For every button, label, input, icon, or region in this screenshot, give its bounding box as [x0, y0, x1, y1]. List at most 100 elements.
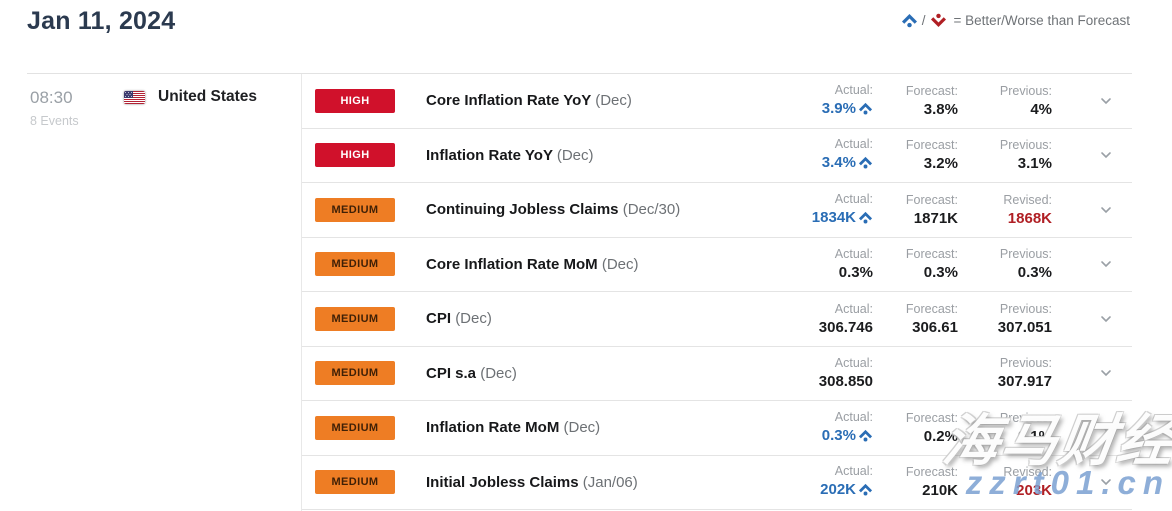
calendar-table: 08:30 8 Events — [27, 73, 1132, 511]
actual-value: 308.850 — [818, 373, 873, 391]
forecast-label: Forecast: — [905, 192, 958, 207]
actual-value: 3.4% — [753, 154, 873, 173]
forecast-value: 1871K — [913, 209, 958, 227]
event-period: (Dec) — [455, 310, 492, 328]
impact-badge: HIGH — [315, 88, 395, 113]
forecast-legend: / = Better/Worse than Forecast — [901, 0, 1130, 28]
actual-column: Actual: 3.9% — [753, 83, 873, 119]
forecast-label: Forecast: — [905, 410, 958, 425]
page-title: Jan 11, 2024 — [27, 7, 176, 35]
event-row[interactable]: HIGH Inflation Rate YoY (Dec) Actual: 3.… — [302, 128, 1132, 183]
forecast-value: 3.8% — [923, 100, 958, 118]
actual-column: Actual: 202K — [753, 464, 873, 500]
event-title: Initial Jobless Claims — [426, 473, 579, 491]
forecast-label: Forecast: — [905, 301, 958, 316]
actual-column: Actual: 3.4% — [753, 137, 873, 173]
previous-label: Revised: — [1003, 465, 1052, 480]
previous-value: 203K — [1016, 482, 1052, 500]
impact-badge: MEDIUM — [315, 361, 395, 386]
event-row[interactable]: MEDIUM Core Inflation Rate MoM (Dec) Act… — [302, 237, 1132, 292]
event-title: CPI s.a — [426, 364, 477, 382]
event-period: (Dec) — [595, 92, 632, 110]
better-than-forecast-icon — [901, 13, 918, 28]
impact-badge: MEDIUM — [315, 415, 395, 440]
event-name: CPI s.a (Dec) — [426, 365, 753, 382]
event-name: Initial Jobless Claims (Jan/06) — [426, 474, 753, 491]
forecast-column: Forecast: 3.2% — [873, 138, 958, 172]
event-title: Continuing Jobless Claims — [426, 201, 619, 219]
event-name: Inflation Rate MoM (Dec) — [426, 419, 753, 436]
previous-label: Previous: — [999, 356, 1052, 371]
impact-badge: HIGH — [315, 143, 395, 168]
previous-label: Previous: — [999, 138, 1052, 153]
previous-label: Previous: — [999, 83, 1052, 98]
impact-badge: MEDIUM — [315, 306, 395, 331]
chevron-down-icon[interactable] — [1100, 315, 1112, 323]
event-name: CPI (Dec) — [426, 310, 753, 327]
previous-column: Previous: 307.051 — [958, 302, 1052, 336]
chevron-down-icon[interactable] — [1100, 151, 1112, 159]
previous-value: 1868K — [1007, 209, 1052, 227]
event-name: Core Inflation Rate MoM (Dec) — [426, 256, 753, 273]
impact-badge: MEDIUM — [315, 252, 395, 277]
event-name: Core Inflation Rate YoY (Dec) — [426, 92, 753, 109]
chevron-down-icon[interactable] — [1100, 424, 1112, 432]
forecast-column: Forecast: 1871K — [873, 193, 958, 227]
chevron-down-icon[interactable] — [1100, 206, 1112, 214]
previous-value: 0.1% — [1017, 427, 1052, 445]
chevron-down-icon[interactable] — [1100, 260, 1112, 268]
forecast-column: Forecast: 306.61 — [873, 302, 958, 336]
forecast-column — [873, 372, 958, 375]
chevron-down-icon[interactable] — [1100, 478, 1112, 486]
event-row[interactable]: MEDIUM Continuing Jobless Claims (Dec/30… — [302, 183, 1132, 238]
forecast-label: Forecast: — [905, 247, 958, 262]
actual-label: Actual: — [834, 82, 873, 97]
event-title: CPI — [426, 310, 452, 328]
chevron-down-icon[interactable] — [1100, 369, 1112, 377]
event-period: (Jan/06) — [582, 473, 638, 491]
event-title: Core Inflation Rate YoY — [426, 92, 592, 110]
event-row[interactable]: MEDIUM CPI s.a (Dec) Actual: 308.850 Pre… — [302, 346, 1132, 401]
actual-column: Actual: 308.850 — [753, 356, 873, 390]
previous-label: Previous: — [999, 410, 1052, 425]
better-than-forecast-icon — [858, 156, 873, 173]
previous-column: Previous: 4% — [958, 84, 1052, 118]
forecast-label: Forecast: — [905, 465, 958, 480]
forecast-column: Forecast: 0.2% — [873, 411, 958, 445]
impact-badge: MEDIUM — [315, 197, 395, 222]
event-row[interactable]: MEDIUM Inflation Rate MoM (Dec) Actual: … — [302, 401, 1132, 456]
forecast-column: Forecast: 3.8% — [873, 84, 958, 118]
previous-column: Previous: 307.917 — [958, 356, 1052, 390]
previous-value: 307.051 — [997, 318, 1052, 336]
actual-value: 306.746 — [818, 318, 873, 336]
legend-separator: / — [921, 13, 926, 28]
actual-label: Actual: — [834, 191, 873, 206]
forecast-value: 306.61 — [912, 318, 958, 336]
actual-label: Actual: — [834, 247, 873, 262]
forecast-value: 210K — [922, 482, 958, 500]
event-period: (Dec) — [480, 364, 517, 382]
actual-value: 1834K — [753, 209, 873, 228]
better-than-forecast-icon — [858, 102, 873, 119]
event-row[interactable]: HIGH Core Inflation Rate YoY (Dec) Actua… — [302, 74, 1132, 129]
event-time: 08:30 — [30, 88, 73, 107]
event-row[interactable]: MEDIUM Initial Jobless Claims (Jan/06) A… — [302, 455, 1132, 510]
legend-text: = Better/Worse than Forecast — [953, 13, 1130, 28]
previous-column: Previous: 3.1% — [958, 138, 1052, 172]
forecast-value: 0.3% — [923, 264, 958, 282]
actual-column: Actual: 0.3% — [753, 247, 873, 281]
event-period: (Dec) — [556, 146, 594, 164]
event-title: Inflation Rate MoM — [426, 419, 560, 437]
event-name: Inflation Rate YoY (Dec) — [426, 147, 753, 164]
actual-value: 3.9% — [753, 100, 873, 119]
actual-label: Actual: — [834, 464, 873, 479]
country-cell[interactable]: United States — [124, 88, 257, 511]
impact-badge: MEDIUM — [315, 470, 395, 495]
country-name: United States — [158, 88, 258, 105]
chevron-down-icon[interactable] — [1100, 97, 1112, 105]
previous-label: Previous: — [999, 301, 1052, 316]
event-row[interactable]: MEDIUM CPI (Dec) Actual: 306.746 Forecas… — [302, 292, 1132, 347]
actual-label: Actual: — [834, 356, 873, 371]
event-name: Continuing Jobless Claims (Dec/30) — [426, 201, 753, 218]
better-than-forecast-icon — [858, 429, 873, 446]
